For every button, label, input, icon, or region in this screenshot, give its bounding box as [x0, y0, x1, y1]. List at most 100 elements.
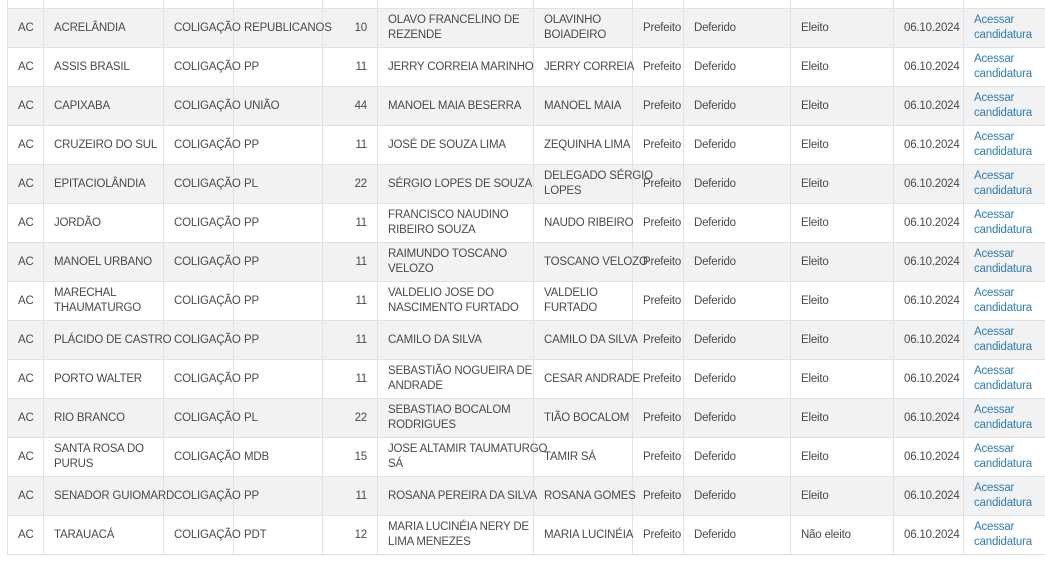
cell-situacao: Deferido — [683, 476, 791, 516]
cell-nome-candidato: MARIA LUCINÉIA NERY DE LIMA MENEZES — [377, 515, 534, 555]
acessar-candidatura-link[interactable]: Acessar candidatura — [974, 170, 1032, 197]
cell-municipio: SENADOR GUIOMARD — [43, 476, 174, 516]
cell-tipo-agremiacao: COLIGAÇÃO — [163, 86, 241, 126]
acessar-candidatura-link[interactable]: Acessar candidatura — [974, 404, 1032, 431]
cell-data-eleicao: 06.10.2024 — [893, 242, 964, 282]
acessar-candidatura-link[interactable]: Acessar candidatura — [974, 131, 1032, 158]
cell-partido: PP — [233, 242, 323, 282]
cell-tipo-agremiacao: COLIGAÇÃO — [163, 398, 241, 438]
cell-municipio: MARECHAL THAUMATURGO — [43, 281, 164, 321]
cell-situacao: Deferido — [683, 125, 791, 165]
cell-partido: PP — [233, 47, 323, 87]
acessar-candidatura-link[interactable]: Acessar candidatura — [974, 443, 1032, 470]
cell-acessar-candidatura: Acessar candidatura — [963, 242, 1045, 282]
cell-data-eleicao: 06.10.2024 — [893, 164, 964, 204]
cell-resultado: Eleito — [790, 164, 894, 204]
cell-partido: PDT — [233, 515, 323, 555]
acessar-candidatura-link[interactable]: Acessar candidatura — [974, 53, 1032, 80]
cell-data-eleicao: 06.10.2024 — [893, 8, 964, 48]
cell-nome-urna: TIÃO BOCALOM — [533, 398, 633, 438]
cell-nome-urna: JERRY CORREIA — [533, 47, 634, 87]
cell-partido: PL — [233, 398, 323, 438]
acessar-candidatura-link[interactable]: Acessar candidatura — [974, 482, 1032, 509]
cell-uf: AC — [7, 242, 44, 282]
acessar-candidatura-link[interactable]: Acessar candidatura — [974, 92, 1032, 119]
cell-numero: 11 — [322, 320, 378, 360]
cell-nome-candidato: JERRY CORREIA MARINHO — [377, 47, 534, 87]
table-row: AC PLÁCIDO DE CASTRO COLIGAÇÃO PP 11 CAM… — [7, 320, 1045, 360]
cell-acessar-candidatura: Acessar candidatura — [963, 125, 1045, 165]
cell-tipo-agremiacao: COLIGAÇÃO — [163, 125, 241, 165]
acessar-candidatura-link[interactable]: Acessar candidatura — [974, 248, 1032, 275]
cell-uf: AC — [7, 320, 44, 360]
cell-nome-candidato: JOSE ALTAMIR TAUMATURGO SÁ — [377, 437, 547, 477]
cell-numero: 12 — [322, 515, 378, 555]
clipped-cell — [163, 0, 234, 9]
clipped-cell — [963, 0, 1045, 9]
cell-nome-candidato: FRANCISCO NAUDINO RIBEIRO SOUZA — [377, 203, 534, 243]
cell-tipo-agremiacao: COLIGAÇÃO — [163, 164, 241, 204]
clipped-cell — [43, 0, 164, 9]
cell-situacao: Deferido — [683, 437, 791, 477]
acessar-candidatura-link[interactable]: Acessar candidatura — [974, 326, 1032, 353]
cell-acessar-candidatura: Acessar candidatura — [963, 437, 1045, 477]
cell-situacao: Deferido — [683, 320, 791, 360]
cell-municipio: SANTA ROSA DO PURUS — [43, 437, 164, 477]
clipped-cell — [7, 0, 44, 9]
clipped-cell — [233, 0, 323, 9]
cell-partido: PP — [233, 203, 323, 243]
cell-numero: 22 — [322, 398, 378, 438]
cell-cargo: Prefeito — [632, 281, 684, 321]
cell-nome-urna: TAMIR SÁ — [533, 437, 633, 477]
table-row: AC SANTA ROSA DO PURUS COLIGAÇÃO MDB 15 … — [7, 437, 1045, 477]
cell-acessar-candidatura: Acessar candidatura — [963, 515, 1045, 555]
table-row: AC ACRELÂNDIA COLIGAÇÃO REPUBLICANOS 10 … — [7, 8, 1045, 48]
acessar-candidatura-link[interactable]: Acessar candidatura — [974, 209, 1032, 236]
acessar-candidatura-link[interactable]: Acessar candidatura — [974, 365, 1032, 392]
cell-tipo-agremiacao: COLIGAÇÃO — [163, 47, 241, 87]
cell-nome-urna: OLAVINHO BOIADEIRO — [533, 8, 633, 48]
table-row: AC TARAUACÁ COLIGAÇÃO PDT 12 MARIA LUCIN… — [7, 515, 1045, 555]
clipped-row-above — [7, 0, 1045, 9]
cell-tipo-agremiacao: COLIGAÇÃO — [163, 8, 241, 48]
cell-uf: AC — [7, 359, 44, 399]
acessar-candidatura-link[interactable]: Acessar candidatura — [974, 287, 1032, 314]
cell-uf: AC — [7, 515, 44, 555]
cell-nome-candidato: OLAVO FRANCELINO DE REZENDE — [377, 8, 534, 48]
cell-partido: PL — [233, 164, 323, 204]
cell-uf: AC — [7, 203, 44, 243]
cell-situacao: Deferido — [683, 8, 791, 48]
cell-situacao: Deferido — [683, 515, 791, 555]
clipped-cell — [377, 0, 534, 9]
cell-resultado: Eleito — [790, 281, 894, 321]
cell-data-eleicao: 06.10.2024 — [893, 86, 964, 126]
cell-nome-candidato: VALDELIO JOSE DO NASCIMENTO FURTADO — [377, 281, 534, 321]
table-row: AC EPITACIOLÂNDIA COLIGAÇÃO PL 22 SÉRGIO… — [7, 164, 1045, 204]
cell-acessar-candidatura: Acessar candidatura — [963, 320, 1045, 360]
cell-resultado: Eleito — [790, 320, 894, 360]
cell-nome-urna: CAMILO DA SILVA — [533, 320, 638, 360]
cell-numero: 44 — [322, 86, 378, 126]
cell-numero: 22 — [322, 164, 378, 204]
cell-partido: UNIÃO — [233, 86, 323, 126]
cell-tipo-agremiacao: COLIGAÇÃO — [163, 437, 241, 477]
cell-numero: 11 — [322, 203, 378, 243]
cell-resultado: Eleito — [790, 8, 894, 48]
cell-numero: 11 — [322, 242, 378, 282]
cell-municipio: PLÁCIDO DE CASTRO — [43, 320, 172, 360]
clipped-cell — [683, 0, 791, 9]
cell-partido: PP — [233, 281, 323, 321]
cell-tipo-agremiacao: COLIGAÇÃO — [163, 515, 241, 555]
cell-numero: 11 — [322, 359, 378, 399]
cell-partido: PP — [233, 359, 323, 399]
acessar-candidatura-link[interactable]: Acessar candidatura — [974, 521, 1032, 548]
acessar-candidatura-link[interactable]: Acessar candidatura — [974, 14, 1032, 41]
cell-nome-urna: ZEQUINHA LIMA — [533, 125, 633, 165]
cell-situacao: Deferido — [683, 398, 791, 438]
cell-uf: AC — [7, 476, 44, 516]
cell-data-eleicao: 06.10.2024 — [893, 203, 964, 243]
cell-partido: REPUBLICANOS — [233, 8, 332, 48]
cell-municipio: CAPIXABA — [43, 86, 164, 126]
cell-situacao: Deferido — [683, 281, 791, 321]
cell-acessar-candidatura: Acessar candidatura — [963, 476, 1045, 516]
